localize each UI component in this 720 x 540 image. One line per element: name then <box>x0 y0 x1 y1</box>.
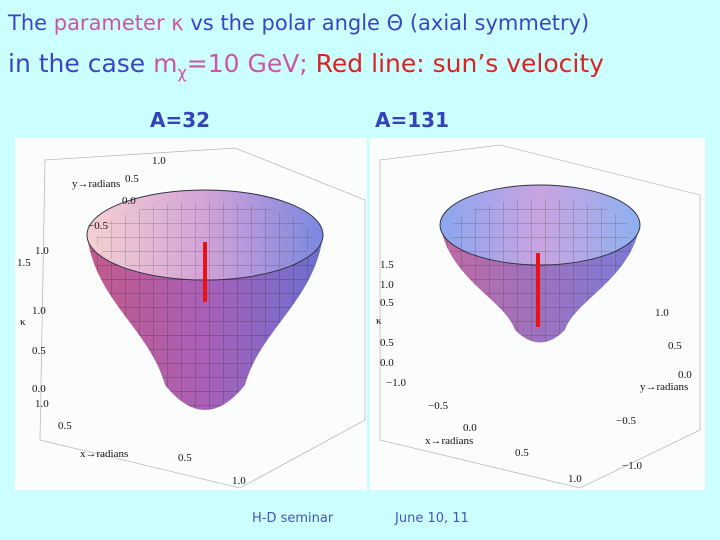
axis-label: x→radians <box>425 435 473 447</box>
axis-label: 1.0 <box>232 475 246 487</box>
panel-label: A=32 <box>150 108 210 132</box>
axis-label: 0.0 <box>122 195 136 207</box>
plot-right <box>370 138 705 490</box>
axis-label: 0.5 <box>58 420 72 432</box>
axis-label: −0.5 <box>88 220 108 232</box>
axis-label: 0.0 <box>678 369 692 381</box>
axis-label: y→radians <box>72 178 120 190</box>
axis-label: 1.0 <box>32 305 46 317</box>
axis-label: 1.0 <box>35 398 49 410</box>
title-line-2: in the case mχ=10 GeV; Red line: sun’s v… <box>8 49 604 82</box>
axis-label: 1.0 <box>35 245 49 257</box>
axis-label: 0.5 <box>32 345 46 357</box>
axis-label: κ <box>376 315 382 327</box>
panel-label: A=131 <box>375 108 449 132</box>
axis-labels-right: 1.5 1.0 0.5 κ 0.5 0.0 −1.0 1.0 0.5 0.0 y… <box>376 259 692 485</box>
axis-label: 1.0 <box>655 307 669 319</box>
axis-label: −1.0 <box>386 377 406 389</box>
axis-label: x→radians <box>80 448 128 460</box>
axis-label: 0.5 <box>668 340 682 352</box>
axis-labels-left: 1.0 y→radians 0.5 0.0 −0.5 1.0 1.5 κ 1.0… <box>17 155 246 487</box>
axis-label: 0.5 <box>515 447 529 459</box>
axis-label: κ <box>20 316 26 328</box>
axis-label: 0.0 <box>380 357 394 369</box>
axis-label: 0.5 <box>380 337 394 349</box>
axis-label: 1.0 <box>568 473 582 485</box>
footer-right: June 10, 11 <box>394 511 469 526</box>
axis-label: 0.5 <box>380 297 394 309</box>
axis-label: −0.5 <box>428 400 448 412</box>
axis-label: y→radians <box>640 381 688 393</box>
axis-label: 1.0 <box>152 155 166 167</box>
plot-left <box>15 138 367 490</box>
axis-label: 1.5 <box>17 257 31 269</box>
axis-label: 0.0 <box>32 383 46 395</box>
footer-left: H-D seminar <box>252 511 334 526</box>
title-line-1: The parameter κ vs the polar angle Θ (ax… <box>7 11 589 35</box>
axis-label: 1.0 <box>380 279 394 291</box>
axis-label: 0.0 <box>463 422 477 434</box>
axis-label: −1.0 <box>622 460 642 472</box>
axis-label: 0.5 <box>125 173 139 185</box>
axis-label: 0.5 <box>178 452 192 464</box>
axis-label: 1.5 <box>380 259 394 271</box>
axis-label: −0.5 <box>616 415 636 427</box>
